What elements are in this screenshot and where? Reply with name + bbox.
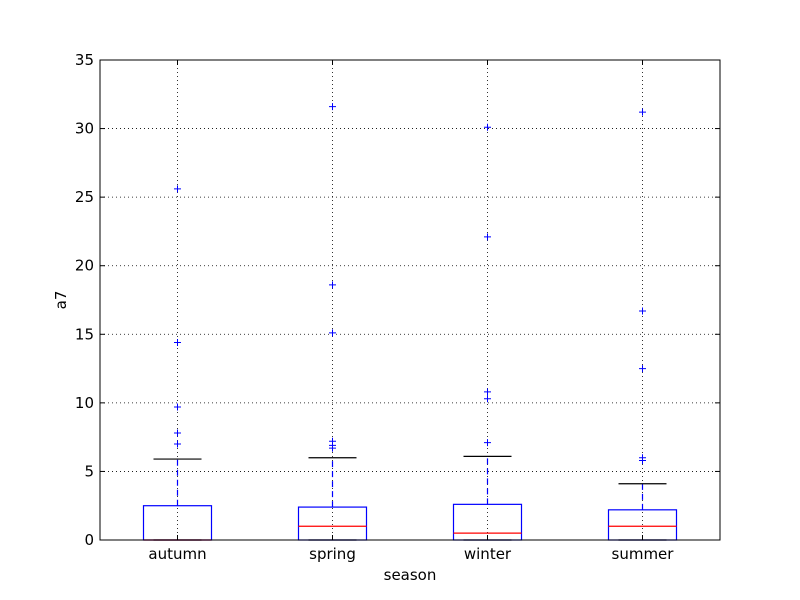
outlier-point	[174, 429, 181, 437]
plot-frame	[99, 59, 721, 541]
outlier-point	[484, 439, 491, 447]
outlier-point	[484, 388, 491, 396]
y-tick-label: 15	[75, 325, 94, 343]
y-tick-label: 10	[75, 394, 94, 412]
outlier-point	[484, 233, 491, 241]
outlier-point	[329, 103, 336, 111]
outlier-point	[329, 329, 336, 337]
y-tick-label: 30	[75, 120, 94, 138]
outlier-point	[329, 437, 336, 445]
outlier-point	[639, 365, 646, 373]
y-tick-label: 5	[84, 462, 94, 480]
y-tick-label: 0	[84, 531, 94, 549]
x-tick-label: winter	[464, 545, 512, 563]
outlier-point	[174, 339, 181, 347]
x-axis-label: season	[384, 566, 437, 584]
outlier-point	[639, 454, 646, 462]
x-tick-label: summer	[612, 545, 675, 563]
outlier-point	[174, 403, 181, 411]
outlier-point	[484, 123, 491, 131]
ticks: 0 5 10 15 20 25 30 35 autumn spring winter summer	[75, 51, 720, 563]
x-tick-label: autumn	[148, 545, 206, 563]
y-axis-label: a7	[52, 291, 70, 310]
outlier-point	[639, 307, 646, 315]
y-tick-label: 20	[75, 257, 94, 275]
y-tick-label: 25	[75, 188, 94, 206]
outlier-point	[174, 185, 181, 193]
y-tick-label: 35	[75, 51, 94, 69]
x-tick-label: spring	[309, 545, 356, 563]
outlier-point	[639, 108, 646, 116]
outlier-point	[484, 395, 491, 403]
outlier-point	[174, 440, 181, 448]
outlier-point	[329, 281, 336, 289]
